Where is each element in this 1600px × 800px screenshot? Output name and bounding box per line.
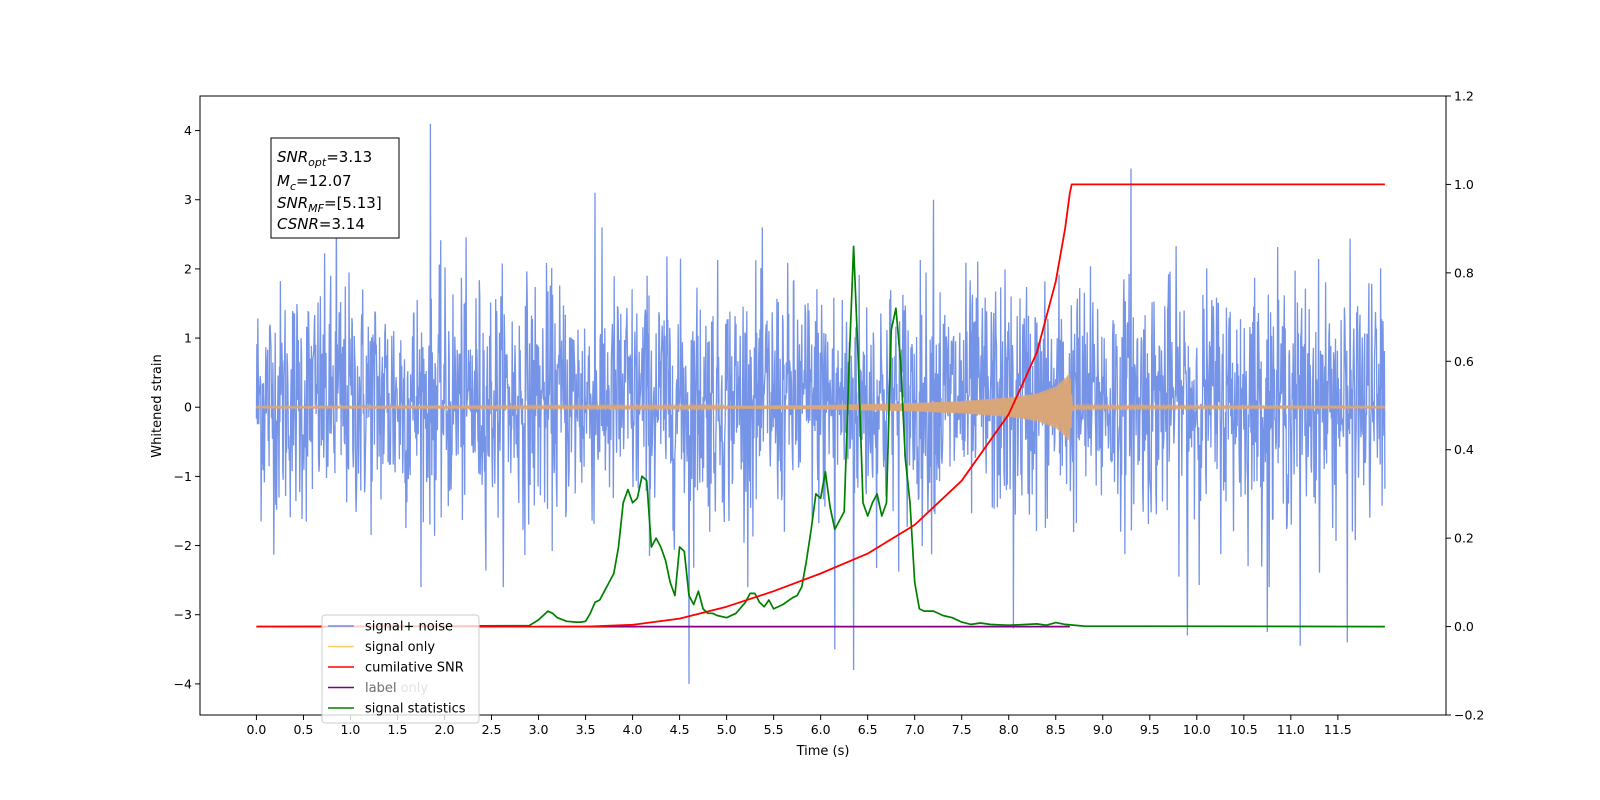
stats-annotation-box: SNRopt=3.13 Mc=12.07 SNRMF=[5.13] CSNR=3… xyxy=(270,137,400,239)
x-tick-label: 9.0 xyxy=(1093,722,1113,737)
x-tick-label: 8.0 xyxy=(999,722,1019,737)
y-left-tick-label: 0 xyxy=(184,400,192,415)
annotation-frame xyxy=(270,137,400,239)
y-left-tick-label: −4 xyxy=(174,676,192,691)
x-axis-label: Time (s) xyxy=(796,744,850,759)
x-tick-label: 5.5 xyxy=(764,722,784,737)
x-tick-label: 10.5 xyxy=(1230,722,1258,737)
x-tick-label: 3.0 xyxy=(529,722,549,737)
series-signal-noise-line xyxy=(255,123,1386,684)
x-tick-label: 4.5 xyxy=(670,722,690,737)
x-tick-label: 2.5 xyxy=(482,722,502,737)
x-tick-label: 11.5 xyxy=(1324,722,1352,737)
x-tick-label: 2.0 xyxy=(435,722,455,737)
y-right-tick-label: 1.0 xyxy=(1454,177,1474,192)
plot-series xyxy=(255,123,1386,684)
x-tick-label: 0.5 xyxy=(293,722,313,737)
legend-items: signal+ noise signal only cumilative SNR la… xyxy=(328,620,466,717)
y-axis-left: −4 −3 −2 −1 0 1 2 3 4 xyxy=(174,123,200,691)
legend-frame xyxy=(321,614,480,724)
x-tick-label: 0.0 xyxy=(246,722,266,737)
x-tick-label: 6.0 xyxy=(811,722,831,737)
y-right-tick-label: 1.2 xyxy=(1454,89,1474,104)
plot-frame xyxy=(199,95,1447,716)
x-axis: 0.0 0.5 1.0 1.5 2.0 2.5 3.0 3.5 4.0 4.5 5.0 5.5 6.0 6… xyxy=(246,715,1352,737)
y-right-tick-label: 0.8 xyxy=(1454,265,1474,280)
y-right-tick-label: −0.2 xyxy=(1454,708,1484,723)
series-signal-only-line xyxy=(255,373,1386,442)
y-left-tick-label: −2 xyxy=(174,538,192,553)
legend-label-label-only: label only xyxy=(365,681,428,696)
y-left-tick-label: −1 xyxy=(174,469,192,484)
x-tick-label: 1.5 xyxy=(388,722,408,737)
y-left-tick-label: 2 xyxy=(184,261,192,276)
x-tick-label: 11.0 xyxy=(1277,722,1305,737)
legend-label: label xyxy=(365,681,396,696)
y-right-tick-label: 0.6 xyxy=(1454,354,1474,369)
y-left-tick-label: 1 xyxy=(184,331,192,346)
y-left-tick-label: 4 xyxy=(184,123,192,138)
y-right-tick-label: 0.2 xyxy=(1454,531,1474,546)
y-axis-label: Whitened strain xyxy=(150,354,165,457)
x-tick-label: 7.5 xyxy=(952,722,972,737)
annotation-csnr-value: =3.14 xyxy=(319,215,365,233)
legend-label: cumilative SNR xyxy=(365,661,464,676)
annotation-snr-opt-value: =3.13 xyxy=(326,148,372,166)
y-left-tick-label: 3 xyxy=(184,192,192,207)
y-axis-right: −0.2 0.0 0.2 0.4 0.6 0.8 1.0 1.2 xyxy=(1446,89,1484,723)
annotation-snr-mf-value: =[5.13] xyxy=(324,194,382,212)
annotation-mc: Mc=12.07 xyxy=(277,172,352,193)
legend: signal+ noise signal only cumilative SNR la… xyxy=(321,614,480,724)
x-tick-label: 1.0 xyxy=(341,722,361,737)
x-tick-label: 5.0 xyxy=(717,722,737,737)
annotation-mc-value: =12.07 xyxy=(296,172,352,190)
annotation-snr-mf: SNRMF=[5.13] xyxy=(277,194,382,215)
x-tick-label: 3.5 xyxy=(576,722,596,737)
x-tick-label: 4.0 xyxy=(623,722,643,737)
annotation-csnr: CSNR=3.14 xyxy=(277,215,365,233)
annotation-snr-opt: SNRopt=3.13 xyxy=(277,148,372,169)
x-tick-label: 7.0 xyxy=(905,722,925,737)
x-tick-label: 8.5 xyxy=(1046,722,1066,737)
y-right-tick-label: 0.0 xyxy=(1454,619,1474,634)
legend-label: signal+ noise xyxy=(365,620,453,635)
x-tick-label: 6.5 xyxy=(858,722,878,737)
legend-label: signal statistics xyxy=(365,702,466,717)
x-tick-label: 10.0 xyxy=(1183,722,1211,737)
legend-label: signal only xyxy=(365,640,435,655)
series-cumulative-snr-line xyxy=(256,183,1385,628)
series-signal-statistics-line xyxy=(256,245,1385,628)
x-tick-label: 9.5 xyxy=(1140,722,1160,737)
y-right-tick-label: 0.4 xyxy=(1454,442,1474,457)
y-left-tick-label: −3 xyxy=(174,607,192,622)
